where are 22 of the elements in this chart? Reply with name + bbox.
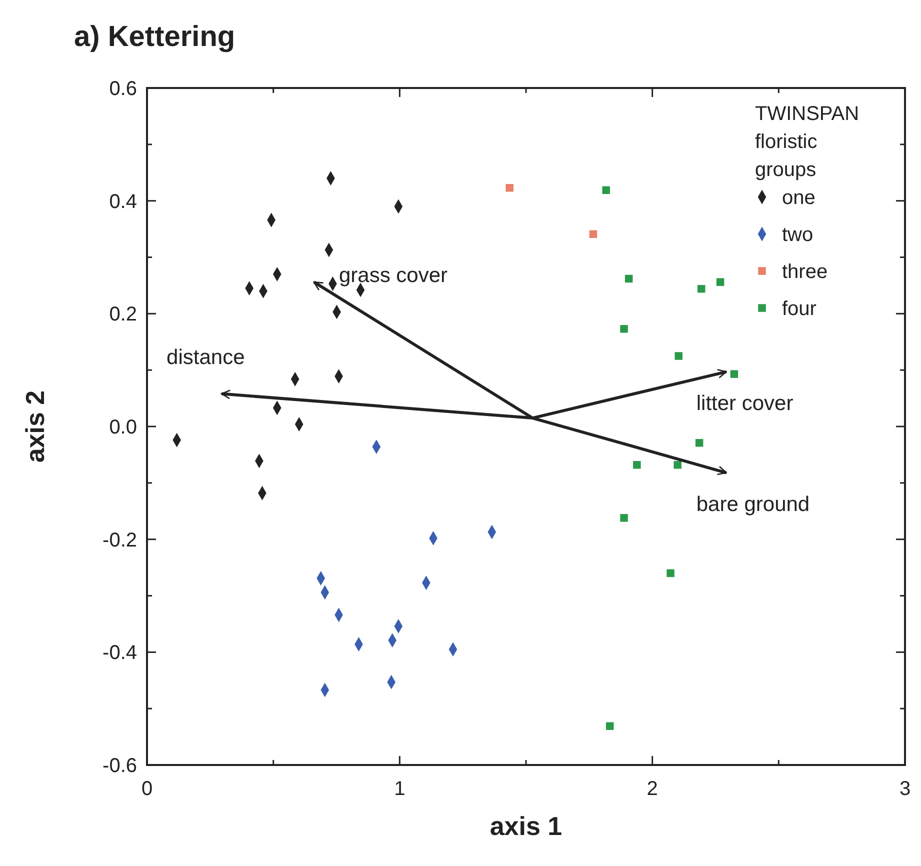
y-tick-label: -0.2 [102, 529, 137, 552]
legend-label: two [782, 224, 814, 246]
series-label: bare ground [696, 492, 810, 516]
x-axis-title: axis 1 [490, 811, 562, 841]
legend-label: four [782, 298, 817, 320]
x-tick-label: 0 [141, 778, 153, 800]
x-tick-label: 2 [646, 778, 658, 800]
x-tick-label: 1 [394, 778, 406, 800]
y-axis-title: axis 2 [20, 390, 50, 463]
y-tick-label: -0.6 [102, 755, 137, 777]
series-label: distance [166, 346, 245, 369]
legend-label: one [782, 187, 816, 209]
series-label: litter cover [696, 392, 794, 415]
y-tick-label: -0.4 [102, 642, 137, 664]
chart-title: a) Kettering [74, 21, 236, 53]
y-tick-label: 0.6 [109, 78, 137, 100]
series-label: grass cover [339, 264, 448, 288]
y-tick-label: 0.4 [109, 190, 137, 213]
y-tick-label: 0.2 [109, 304, 137, 326]
x-tick-label: 3 [899, 778, 911, 800]
y-tick-label: 0.0 [109, 416, 137, 438]
legend-label: three [782, 261, 828, 283]
